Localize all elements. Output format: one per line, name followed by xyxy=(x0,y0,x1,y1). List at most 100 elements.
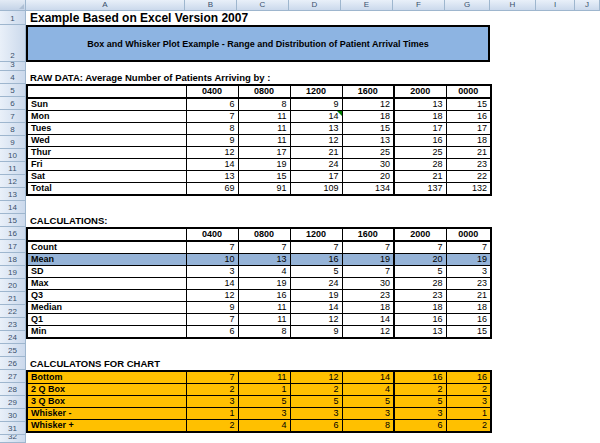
row-label-cell[interactable]: Fri xyxy=(27,159,186,171)
value-cell[interactable]: 2 xyxy=(290,384,342,396)
value-cell[interactable]: 30 xyxy=(342,278,394,290)
row-header[interactable]: 30 xyxy=(0,409,26,422)
row-header[interactable]: 32 xyxy=(0,435,26,443)
value-cell[interactable]: 3 xyxy=(290,408,342,420)
column-header[interactable]: A xyxy=(26,0,185,11)
value-cell[interactable]: 5 xyxy=(290,396,342,408)
value-cell[interactable]: 12 xyxy=(342,98,394,111)
value-cell[interactable]: 7 xyxy=(342,241,394,254)
value-cell[interactable]: 19 xyxy=(238,159,290,171)
row-label-cell[interactable]: Q1 xyxy=(27,314,186,326)
value-cell[interactable]: 19 xyxy=(446,254,491,266)
value-cell[interactable]: 13 xyxy=(290,123,342,135)
value-cell[interactable]: 5 xyxy=(238,396,290,408)
table-blank-cell[interactable] xyxy=(27,228,186,241)
value-cell[interactable]: 134 xyxy=(342,183,394,196)
row-header[interactable]: 17 xyxy=(0,240,26,253)
value-cell[interactable]: 13 xyxy=(238,254,290,266)
value-cell[interactable]: 11 xyxy=(238,111,290,123)
value-cell[interactable]: 8 xyxy=(238,326,290,339)
value-cell[interactable]: 4 xyxy=(238,266,290,278)
value-cell[interactable]: 14 xyxy=(290,111,342,123)
row-label-cell[interactable]: Sat xyxy=(27,171,186,183)
value-cell[interactable]: 4 xyxy=(238,420,290,433)
value-cell[interactable]: 8 xyxy=(186,123,238,135)
row-header[interactable]: 25 xyxy=(0,344,26,357)
value-cell[interactable]: 14 xyxy=(186,278,238,290)
value-cell[interactable]: 3 xyxy=(446,266,491,278)
row-header[interactable]: 24 xyxy=(0,331,26,344)
value-cell[interactable]: 23 xyxy=(342,290,394,302)
table-blank-cell[interactable] xyxy=(27,85,186,98)
value-cell[interactable]: 23 xyxy=(446,159,491,171)
value-cell[interactable]: 17 xyxy=(446,123,491,135)
column-header[interactable]: C xyxy=(237,0,289,11)
column-header[interactable]: G xyxy=(445,0,490,11)
value-cell[interactable]: 21 xyxy=(290,147,342,159)
sheet-title-cell[interactable]: Example Based on Excel Version 2007 xyxy=(30,11,248,25)
value-cell[interactable]: 17 xyxy=(394,123,446,135)
value-cell[interactable]: 1 xyxy=(446,408,491,420)
calculations-section-title[interactable]: CALCULATIONS: xyxy=(30,214,107,227)
row-header[interactable]: 12 xyxy=(0,175,26,188)
row-header[interactable]: 10 xyxy=(0,149,26,162)
value-cell[interactable]: 7 xyxy=(394,241,446,254)
value-cell[interactable]: 7 xyxy=(238,241,290,254)
value-cell[interactable]: 2 xyxy=(446,384,491,396)
value-cell[interactable]: 18 xyxy=(446,135,491,147)
column-header[interactable]: I xyxy=(536,0,575,11)
row-header[interactable]: 4 xyxy=(0,71,26,84)
row-label-cell[interactable]: Bottom xyxy=(27,371,186,384)
value-cell[interactable]: 16 xyxy=(446,371,491,384)
value-cell[interactable]: 18 xyxy=(342,302,394,314)
value-cell[interactable]: 7 xyxy=(186,111,238,123)
value-cell[interactable]: 3 xyxy=(186,396,238,408)
value-cell[interactable]: 13 xyxy=(186,171,238,183)
value-cell[interactable]: 12 xyxy=(186,147,238,159)
value-cell[interactable]: 19 xyxy=(290,290,342,302)
value-cell[interactable]: 10 xyxy=(186,254,238,266)
time-header-cell[interactable]: 0400 xyxy=(186,85,238,98)
row-header[interactable]: 28 xyxy=(0,383,26,396)
value-cell[interactable]: 18 xyxy=(394,302,446,314)
value-cell[interactable]: 20 xyxy=(342,171,394,183)
row-label-cell[interactable]: SD xyxy=(27,266,186,278)
value-cell[interactable]: 109 xyxy=(290,183,342,196)
value-cell[interactable]: 7 xyxy=(186,241,238,254)
row-label-cell[interactable]: Max xyxy=(27,278,186,290)
value-cell[interactable]: 21 xyxy=(446,147,491,159)
chart-calcs-section-title[interactable]: CALCULATONS FOR CHART xyxy=(30,357,160,370)
value-cell[interactable]: 16 xyxy=(446,314,491,326)
select-all-corner[interactable] xyxy=(0,0,26,11)
row-header[interactable]: 23 xyxy=(0,318,26,331)
time-header-cell[interactable]: 2000 xyxy=(394,228,446,241)
value-cell[interactable]: 18 xyxy=(446,302,491,314)
value-cell[interactable]: 15 xyxy=(342,123,394,135)
time-header-cell[interactable]: 1200 xyxy=(290,228,342,241)
value-cell[interactable]: 30 xyxy=(342,159,394,171)
value-cell[interactable]: 7 xyxy=(186,314,238,326)
raw-data-section-title[interactable]: RAW DATA: Average Number of Patients Arr… xyxy=(30,71,270,84)
row-header[interactable]: 19 xyxy=(0,266,26,279)
row-header[interactable]: 1 xyxy=(0,11,26,25)
value-cell[interactable]: 16 xyxy=(394,371,446,384)
row-header[interactable]: 26 xyxy=(0,357,26,370)
row-label-cell[interactable]: Count xyxy=(27,241,186,254)
row-header[interactable]: 3 xyxy=(0,62,26,71)
row-label-cell[interactable]: Thur xyxy=(27,147,186,159)
value-cell[interactable]: 22 xyxy=(446,171,491,183)
value-cell[interactable]: 11 xyxy=(238,314,290,326)
row-header[interactable]: 15 xyxy=(0,214,26,227)
row-header[interactable]: 20 xyxy=(0,279,26,292)
value-cell[interactable]: 15 xyxy=(446,98,491,111)
column-header[interactable]: E xyxy=(341,0,393,11)
row-header[interactable]: 9 xyxy=(0,136,26,149)
row-header[interactable]: 5 xyxy=(0,84,26,97)
column-header[interactable]: J xyxy=(575,0,600,11)
value-cell[interactable]: 9 xyxy=(290,98,342,111)
value-cell[interactable]: 20 xyxy=(394,254,446,266)
value-cell[interactable]: 3 xyxy=(342,408,394,420)
value-cell[interactable]: 15 xyxy=(238,171,290,183)
value-cell[interactable]: 6 xyxy=(394,420,446,433)
value-cell[interactable]: 5 xyxy=(342,396,394,408)
